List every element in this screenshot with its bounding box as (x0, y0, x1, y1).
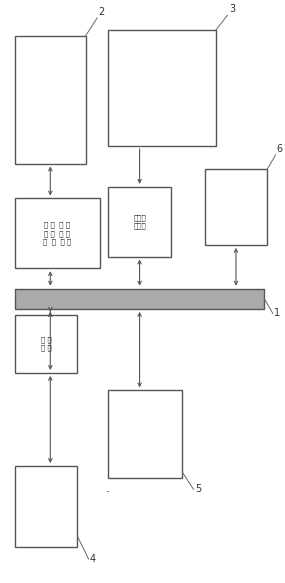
Text: 2: 2 (99, 7, 105, 17)
Text: 3: 3 (229, 4, 235, 15)
Text: 雷电监
测电路: 雷电监 测电路 (133, 214, 146, 229)
Bar (108, 187, 171, 257)
Bar (108, 391, 182, 477)
Text: 4: 4 (90, 554, 96, 564)
Bar (205, 170, 267, 245)
Text: .: . (105, 482, 109, 495)
Bar (15, 466, 77, 547)
Text: 6: 6 (276, 144, 283, 154)
Bar (15, 198, 100, 268)
Text: 共 机  避 稳
振 电  雷 压
滤  器  器 器: 共 机 避 稳 振 电 雷 压 滤 器 器 器 (43, 222, 72, 245)
Text: 口 北
模 检: 口 北 模 检 (41, 336, 51, 352)
Text: 1: 1 (274, 308, 280, 318)
Bar (108, 30, 216, 146)
Bar (15, 315, 77, 373)
Text: 5: 5 (195, 484, 201, 494)
Bar (15, 289, 264, 309)
Bar (15, 36, 86, 164)
